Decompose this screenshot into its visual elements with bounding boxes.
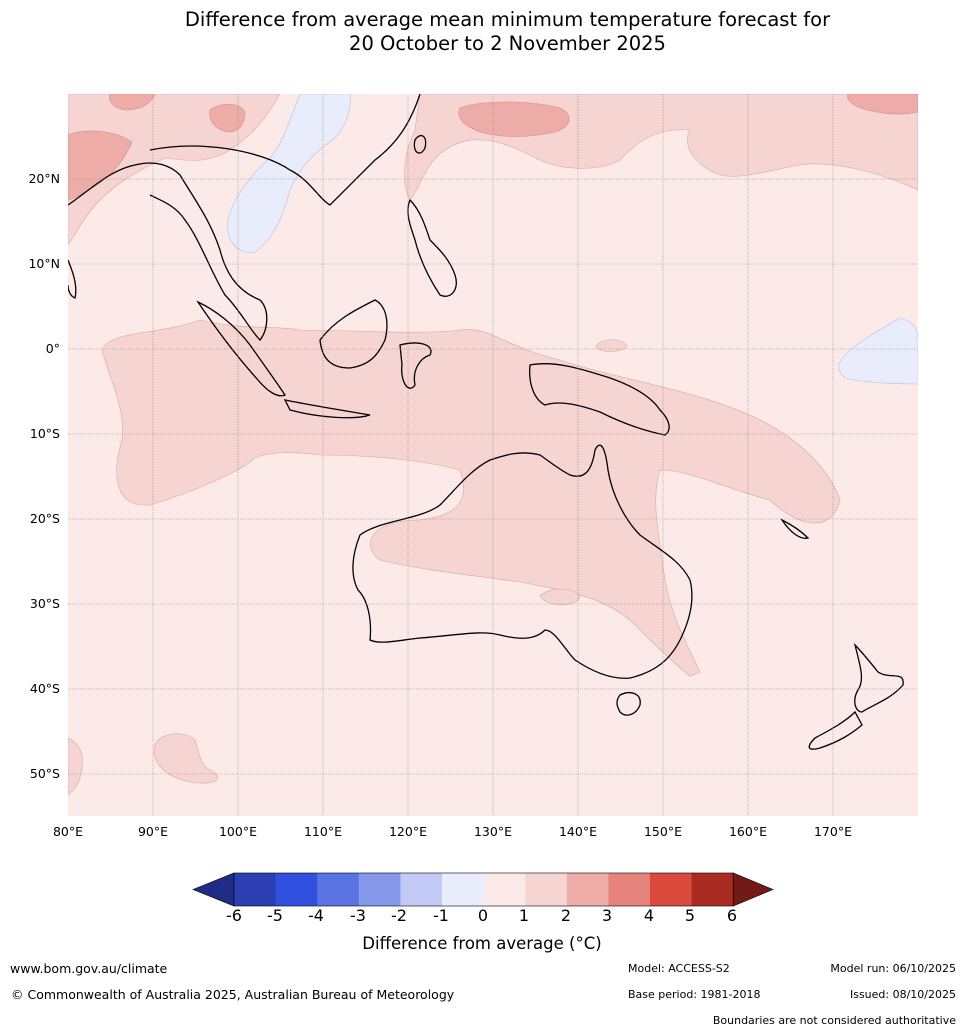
colorbar-tick-label: 2 [560,906,572,925]
colorbar-swatch [317,873,360,906]
lat-label-10n: 10°N [28,256,60,271]
colorbar-swatch [442,873,485,906]
lon-label-110e: 110°E [303,824,342,839]
colorbar-tick-label: 5 [684,906,696,925]
lon-label-170e: 170°E [813,824,852,839]
lat-label-10s: 10°S [29,426,60,441]
colorbar-tick-label: -3 [350,906,366,925]
region-maritime-australia [101,319,841,677]
map-title: Difference from average mean minimum tem… [0,8,965,56]
colorbar-tick-label: -2 [391,906,407,925]
anomaly-2-to-3-regions [68,94,918,201]
lon-label-120e: 120°E [388,824,427,839]
colorbar-tick-label: -5 [267,906,283,925]
colorbar-swatch [566,873,609,906]
coastline-china [149,94,421,206]
lat-label-20n: 20°N [28,171,60,186]
colorbar-tick-label: -1 [433,906,449,925]
colorbar-tick-label: -4 [308,906,324,925]
colorbar-tick-label: 0 [477,906,489,925]
region-central-asia [109,94,156,111]
coastline-tasmania [616,692,641,716]
colorbar-tick-label: 1 [518,906,530,925]
region-southern-left [68,737,83,796]
colorbar-tick-label: 6 [726,906,738,925]
region-east-pacific [838,317,918,385]
coastline-taiwan [413,134,427,154]
lon-label-140e: 140°E [558,824,597,839]
lon-label-90e: 90°E [137,824,169,839]
footer-model: Model: ACCESS-S2 [628,962,730,975]
coastline-new-caledonia [780,518,810,539]
coastline-india [68,259,77,299]
region-small-equatorial [595,339,628,352]
lat-label-30s: 30°S [29,596,60,611]
colorbar-swatch [234,873,277,906]
coastline-new-guinea [529,363,670,436]
footer-base-period: Base period: 1981-2018 [628,988,761,1001]
footer-model-run: Model run: 06/10/2025 [830,962,956,975]
lat-label-40s: 40°S [29,681,60,696]
colorbar-extend-high [732,872,774,907]
lon-label-130e: 130°E [473,824,512,839]
region-asia-east [209,103,246,133]
coastline-asia [68,162,268,341]
region-south-australia [539,588,581,606]
title-line-2: 20 October to 2 November 2025 [349,32,666,55]
graticule [68,94,918,816]
colorbar-swatch [608,873,651,906]
coastline-sulawesi [399,342,432,389]
lat-label-20s: 20°S [29,511,60,526]
coastline-philippines [407,198,457,297]
colorbar-tick-label: 4 [643,906,655,925]
coastline-sumatra [196,300,286,397]
lat-label-50s: 50°S [29,766,60,781]
coastline-new-zealand-north [853,642,904,713]
region-philippine-sea [458,101,570,137]
anomaly-minus-1-to-0-regions [227,94,918,385]
lon-label-160e: 160°E [728,824,767,839]
colorbar-swatch [525,873,568,906]
colorbar-swatch [483,873,526,906]
colorbar-swatches [192,872,774,907]
colorbar-tick-label: -6 [226,906,242,925]
colorbar-swatch [650,873,693,906]
coastline-java [283,399,371,419]
lon-label-80e: 80°E [52,824,84,839]
footer-copyright: © Commonwealth of Australia 2025, Austra… [11,987,455,1002]
footer-issued: Issued: 08/10/2025 [849,988,956,1001]
coastline-borneo [319,299,388,369]
colorbar-swatch [691,873,734,906]
colorbar-swatch [358,873,401,906]
colorbar-swatch [275,873,318,906]
colorbar-swatch [400,873,443,906]
coastline-australia [352,444,693,679]
region-indochina [227,94,351,253]
coastline-new-zealand-south [808,710,863,750]
lat-label-0: 0° [45,341,60,356]
footer-disclaimer: Boundaries are not considered authoritat… [712,1014,956,1027]
lon-label-150e: 150°E [643,824,682,839]
colorbar-border [233,872,734,907]
region-south-indian-ocean [153,733,218,784]
colorbar-tick-label: 3 [601,906,613,925]
title-line-1: Difference from average mean minimum tem… [184,8,831,31]
region-north-pacific-east [847,94,918,115]
footer-website: www.bom.gov.au/climate [10,961,168,976]
lon-label-100e: 100°E [218,824,257,839]
colorbar-extend-low [192,872,235,907]
coastlines [68,94,904,750]
colorbar-label: Difference from average (°C) [362,934,602,953]
